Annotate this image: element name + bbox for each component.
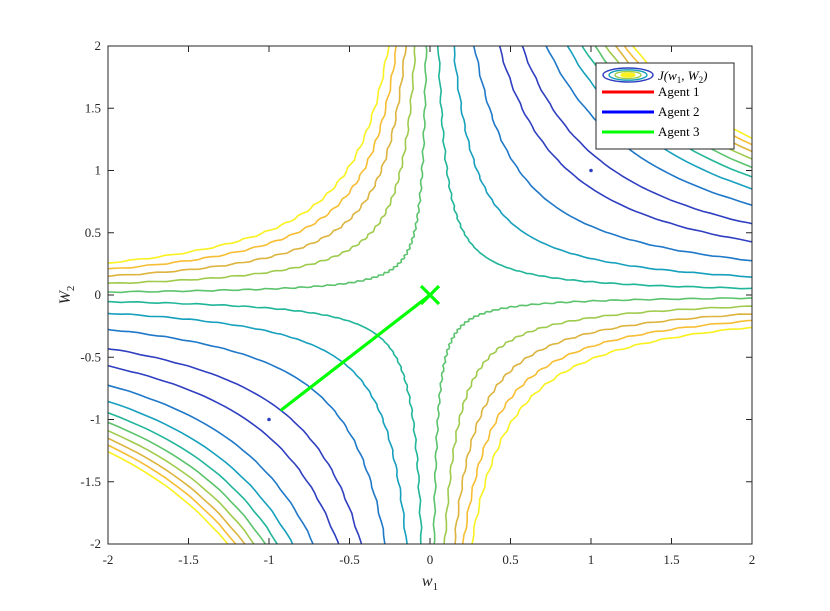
contour-line xyxy=(108,46,398,270)
x-tick-label: 0 xyxy=(427,552,434,567)
x-tick-label: -1.5 xyxy=(178,552,199,567)
y-tick-label: 0.5 xyxy=(85,225,101,240)
contour-line xyxy=(108,421,267,544)
contour-line xyxy=(454,313,752,544)
contour-line xyxy=(108,429,255,544)
contour-line xyxy=(108,364,340,544)
y-tick-label: -1.5 xyxy=(80,474,101,489)
contour-line xyxy=(462,319,752,544)
x-tick-label: 0.5 xyxy=(502,552,518,567)
contour-line xyxy=(108,450,229,544)
contour-line xyxy=(108,300,423,544)
minima-markers xyxy=(267,168,593,422)
legend-contour-ellipse xyxy=(602,67,654,83)
contour-line xyxy=(108,46,417,285)
y-tick-label: 2 xyxy=(95,38,102,53)
minimum-point xyxy=(267,417,271,422)
y-ticks: -2 -1.5 -1 -0.5 0 0.5 1 1.5 2 xyxy=(80,38,752,551)
x-axis-label: w1 xyxy=(422,573,438,593)
legend-contour-icon xyxy=(602,67,654,83)
contour-line xyxy=(108,46,390,264)
contour-line xyxy=(453,46,752,278)
contour-line xyxy=(473,46,752,262)
contour-line xyxy=(108,412,279,544)
contour-line xyxy=(108,444,237,544)
x-tick-label: 1.5 xyxy=(663,552,679,567)
x-tick-label: -2 xyxy=(103,552,114,567)
series-layer xyxy=(280,284,441,412)
x-tick-label: 1 xyxy=(588,552,595,567)
x-tick-label: 2 xyxy=(749,552,756,567)
legend-contour-ellipse xyxy=(608,69,648,81)
contour-line xyxy=(521,46,752,225)
legend-contour-ellipse xyxy=(620,72,636,78)
y-axis-label: W2 xyxy=(57,286,77,305)
y-tick-label: 1 xyxy=(95,163,102,178)
contour-line xyxy=(471,326,752,544)
y-tick-label: 0 xyxy=(95,287,102,302)
series-line-agent3 xyxy=(280,293,432,412)
contour-line xyxy=(108,347,363,544)
minimum-point xyxy=(589,168,593,173)
contour-line xyxy=(436,46,752,290)
x-tick-label: -1 xyxy=(264,552,275,567)
contour-line xyxy=(443,305,752,544)
contour-line xyxy=(432,297,752,544)
y-tick-label: -1 xyxy=(90,412,101,427)
legend-label-agent2: Agent 2 xyxy=(658,104,700,119)
legend-contour-ellipse xyxy=(614,70,642,80)
contour-line xyxy=(108,312,408,544)
contour-line xyxy=(108,328,386,544)
series-end-marker xyxy=(419,284,441,306)
contour-line xyxy=(108,46,428,294)
x-tick-label: -0.5 xyxy=(339,552,360,567)
y-tick-label: -0.5 xyxy=(80,349,101,364)
legend: J(w1, W2) Agent 1 Agent 2 Agent 3 xyxy=(595,62,735,150)
contour-line xyxy=(108,46,408,278)
legend-label-contour: J(w1, W2) xyxy=(658,68,707,85)
contour-line xyxy=(108,400,294,544)
contour-line xyxy=(108,384,314,544)
y-tick-label: 1.5 xyxy=(85,100,101,115)
contour-line xyxy=(108,437,246,544)
y-tick-label: -2 xyxy=(90,536,101,551)
x-ticks: -2 -1.5 -1 -0.5 0 0.5 1 1.5 2 xyxy=(103,46,756,567)
legend-label-agent1: Agent 1 xyxy=(658,84,700,99)
contour-line xyxy=(498,46,752,243)
legend-label-agent3: Agent 3 xyxy=(658,124,700,139)
